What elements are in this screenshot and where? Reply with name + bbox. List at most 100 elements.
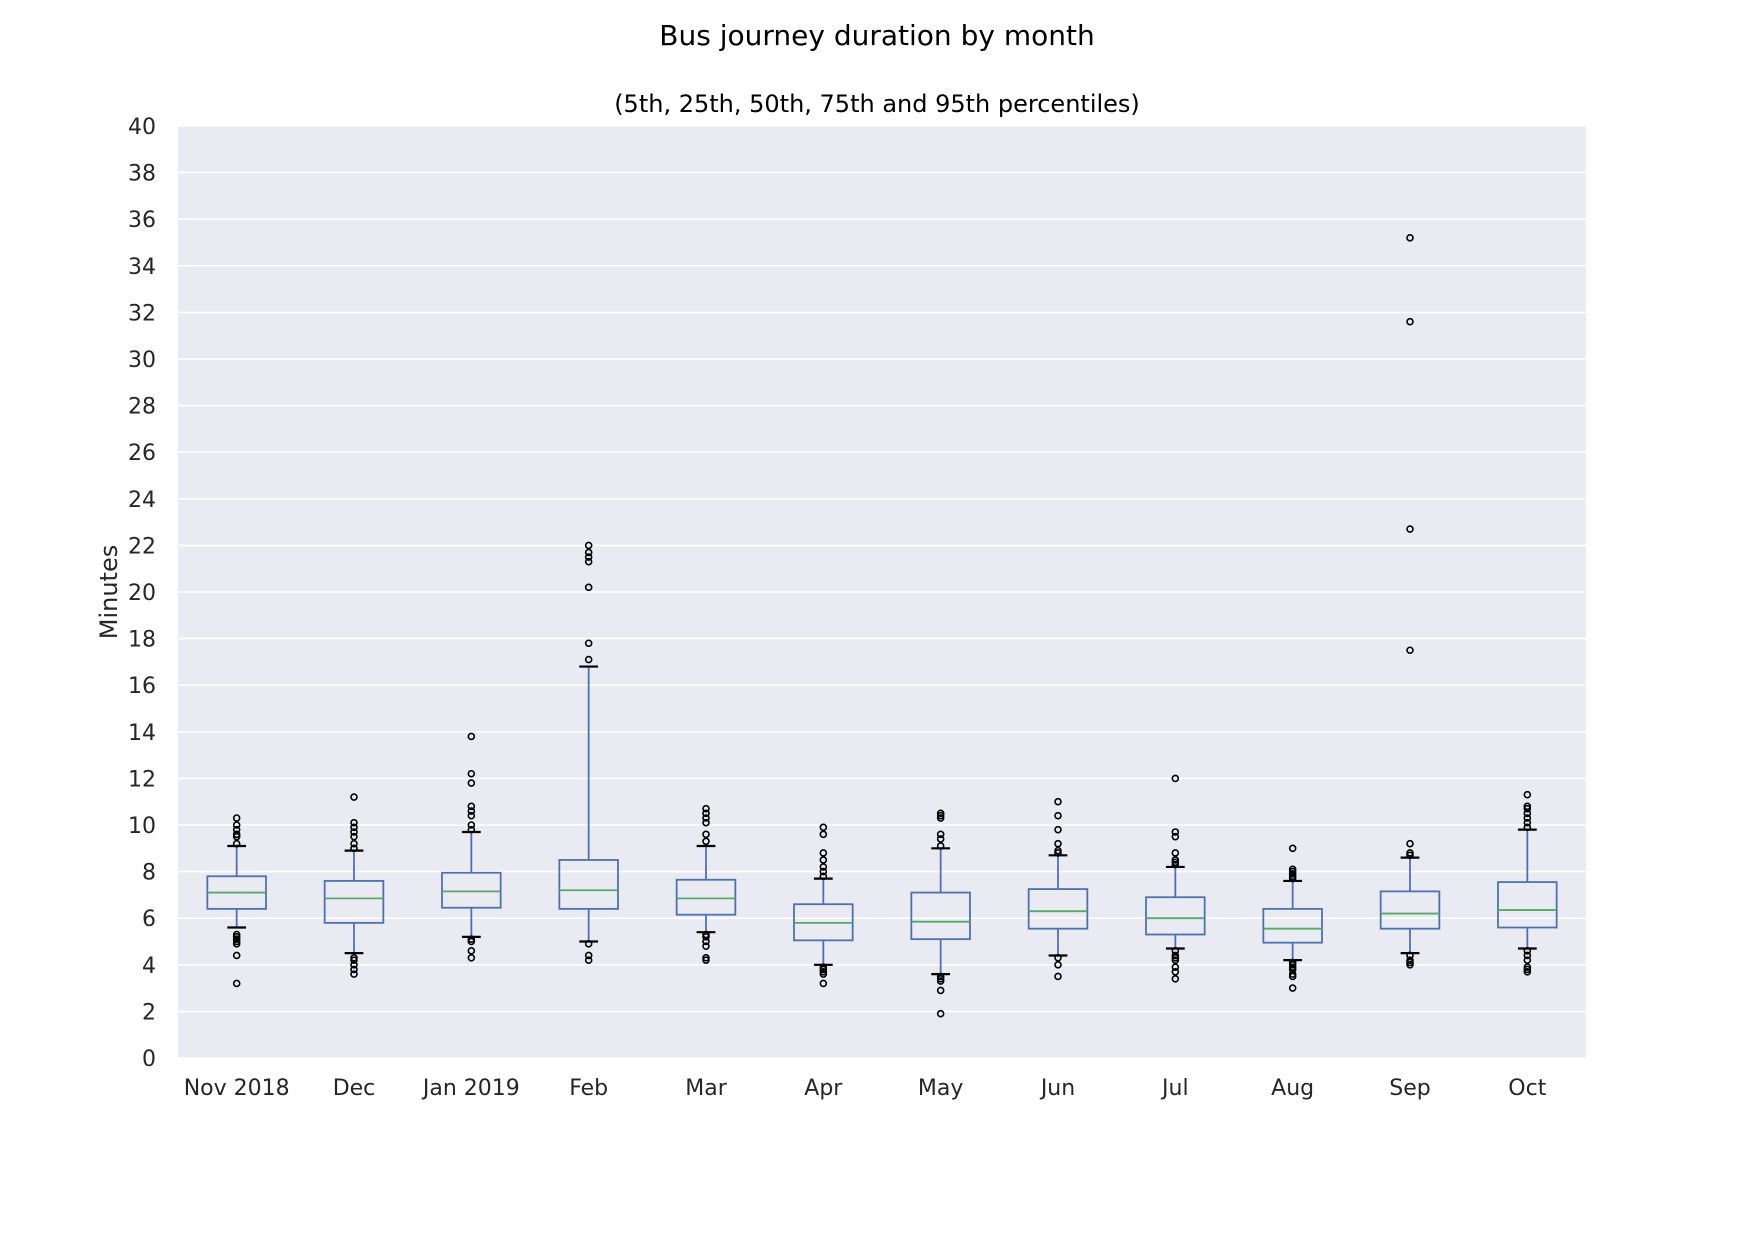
outlier-point — [936, 1009, 945, 1018]
outlier-point — [1406, 234, 1414, 242]
outlier-point — [1523, 951, 1532, 960]
outlier-point — [1523, 947, 1532, 955]
outlier-point — [819, 830, 828, 839]
x-tick-label: Jul — [1160, 1076, 1189, 1101]
outlier-point — [467, 825, 476, 834]
y-tick-label: 30 — [128, 348, 156, 373]
outlier-point — [702, 809, 710, 818]
outlier-point — [702, 804, 710, 813]
y-tick-label: 18 — [128, 628, 156, 653]
outlier-point — [1054, 839, 1062, 848]
x-tick-label: Aug — [1271, 1076, 1314, 1101]
iqr-box — [675, 878, 737, 916]
box-9 — [1145, 774, 1206, 983]
outlier-point — [1406, 839, 1414, 848]
outlier-point — [1523, 963, 1532, 971]
outlier-point — [350, 818, 358, 827]
y-tick-label: 22 — [128, 534, 156, 559]
iqr-box — [1262, 907, 1323, 944]
x-tick-label: Oct — [1508, 1076, 1546, 1101]
y-tick-label: 24 — [128, 488, 156, 513]
outlier-point — [350, 844, 358, 853]
outlier-point — [1406, 849, 1414, 857]
x-tick-label: Feb — [569, 1076, 608, 1101]
outlier-point — [1054, 825, 1062, 834]
box-2 — [323, 793, 385, 978]
outlier-point — [350, 960, 358, 969]
outlier-point — [1288, 844, 1297, 853]
outlier-point — [350, 793, 358, 801]
outlier-point — [1171, 774, 1180, 783]
y-tick-label: 26 — [128, 441, 156, 466]
outlier-point — [819, 863, 828, 871]
outlier-point — [1288, 958, 1297, 967]
x-tick-label: Nov 2018 — [184, 1076, 290, 1101]
outlier-point — [467, 769, 476, 778]
x-tick-label: Mar — [685, 1076, 727, 1101]
y-tick-label: 2 — [142, 1000, 156, 1025]
outlier-point — [1523, 809, 1532, 818]
outlier-point — [1054, 954, 1062, 962]
outlier-point — [1171, 967, 1180, 976]
y-tick-label: 10 — [128, 814, 156, 839]
outlier-point — [702, 937, 710, 946]
outlier-point — [1523, 823, 1532, 832]
outlier-point — [232, 951, 241, 960]
iqr-box — [910, 891, 971, 941]
box-11 — [1379, 234, 1441, 969]
outlier-point — [702, 942, 710, 950]
y-axis-label: Minutes — [95, 545, 123, 639]
box-7 — [910, 809, 971, 1018]
iqr-box — [1497, 881, 1558, 929]
y-tick-label: 0 — [142, 1047, 156, 1072]
outlier-point — [1171, 974, 1180, 983]
outlier-point — [819, 849, 828, 857]
outlier-point — [350, 970, 358, 978]
box-5 — [675, 804, 737, 964]
y-tick-label: 16 — [128, 674, 156, 699]
x-tick-label: Sep — [1389, 1076, 1430, 1101]
outlier-point — [584, 553, 593, 561]
y-tick-label: 14 — [128, 721, 156, 746]
box-8 — [1027, 797, 1089, 981]
iqr-box — [558, 859, 619, 910]
outlier-point — [584, 951, 593, 960]
outlier-point — [1523, 956, 1532, 964]
y-tick-label: 32 — [128, 301, 156, 326]
y-tick-label: 34 — [128, 255, 156, 280]
outlier-point — [467, 779, 476, 787]
outlier-point — [1523, 802, 1532, 811]
outlier-point — [819, 867, 828, 876]
outlier-point — [936, 830, 945, 839]
outlier-point — [584, 655, 593, 664]
box-10 — [1262, 844, 1323, 992]
outlier-point — [819, 963, 828, 971]
outlier-point — [350, 839, 358, 848]
outlier-point — [467, 935, 476, 943]
outlier-point — [1054, 972, 1062, 981]
outlier-point — [1054, 797, 1062, 806]
box-12 — [1497, 790, 1558, 976]
outlier-point — [232, 814, 241, 822]
y-tick-label: 12 — [128, 767, 156, 792]
outlier-point — [1406, 951, 1414, 960]
outlier-point — [584, 583, 593, 592]
outlier-point — [232, 979, 241, 988]
outlier-point — [350, 832, 358, 841]
y-tick-label: 8 — [142, 861, 156, 886]
x-tick-label: May — [918, 1076, 963, 1101]
outlier-point — [702, 930, 710, 939]
box-4 — [558, 541, 619, 964]
outlier-point — [1054, 960, 1062, 969]
outlier-point — [1288, 984, 1297, 992]
outlier-point — [1171, 828, 1180, 836]
y-tick-label: 4 — [142, 954, 156, 979]
outlier-point — [232, 825, 241, 834]
outlier-point — [584, 557, 593, 566]
outlier-point — [467, 802, 476, 811]
chart-title: Bus journey duration by month — [659, 19, 1094, 52]
iqr-box — [1027, 888, 1089, 930]
outlier-point — [1406, 317, 1414, 326]
